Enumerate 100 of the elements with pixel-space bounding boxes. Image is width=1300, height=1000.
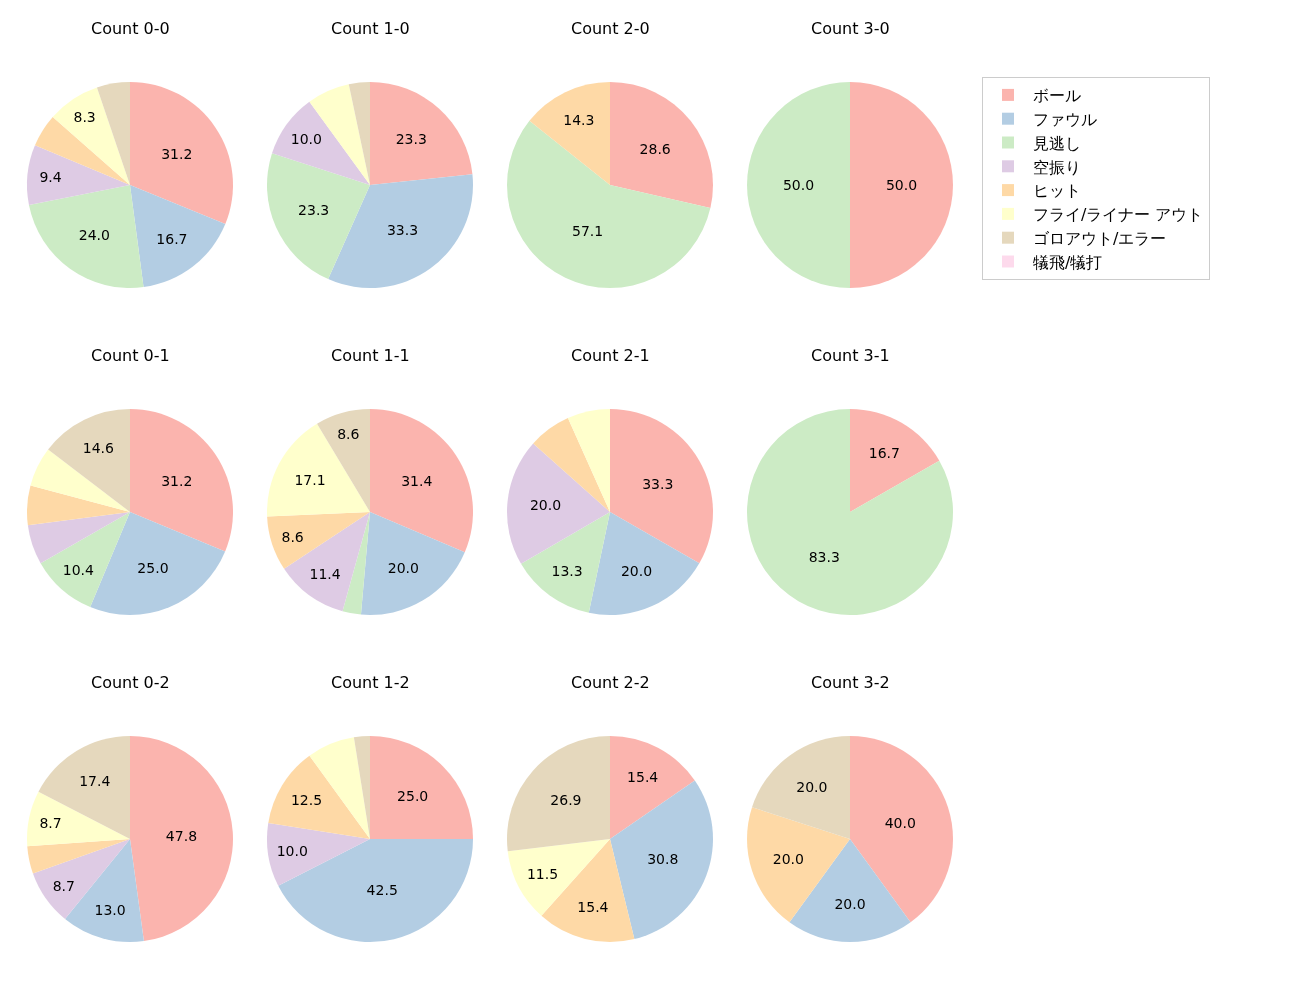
pie-slice xyxy=(507,443,610,564)
pie-slice xyxy=(28,185,144,288)
pie-slice xyxy=(328,174,473,288)
pie-slice xyxy=(130,736,233,942)
data-label: 8.6 xyxy=(281,529,304,546)
data-label: 13.3 xyxy=(551,563,583,580)
data-label: 20.0 xyxy=(796,778,828,795)
data-label: 11.5 xyxy=(526,866,559,883)
pie-slice xyxy=(360,512,465,615)
legend-label: フライ/ライナー アウト xyxy=(1033,205,1204,225)
data-label: 8.7 xyxy=(52,877,75,894)
data-label: 10.4 xyxy=(62,562,95,579)
data-label: 31.2 xyxy=(161,472,193,489)
legend-label: ヒット xyxy=(1033,181,1081,201)
legend-label: ゴロアウト/エラー xyxy=(1033,228,1167,248)
pie-slice xyxy=(267,153,370,280)
data-label: 25.0 xyxy=(137,559,169,576)
legend-label: 見逃し xyxy=(1033,133,1081,153)
chart-title: Count 2-1 xyxy=(571,346,650,365)
pie-slice xyxy=(272,101,370,185)
data-label: 30.8 xyxy=(647,851,679,868)
pie-slice xyxy=(747,82,850,288)
data-label: 15.4 xyxy=(627,768,659,785)
data-label: 28.6 xyxy=(639,141,671,158)
pie-slice xyxy=(27,791,130,847)
pie-slice xyxy=(610,736,695,839)
pie-slice xyxy=(348,82,370,185)
data-label: 17.1 xyxy=(294,471,326,488)
data-label: 15.4 xyxy=(577,899,609,916)
data-label: 20.0 xyxy=(834,895,866,912)
pie-slice xyxy=(38,736,130,839)
chart-title: Count 3-1 xyxy=(811,346,890,365)
data-label: 10.0 xyxy=(290,130,322,147)
pie-slice xyxy=(27,512,130,564)
data-label: 33.3 xyxy=(386,221,419,238)
data-label: 33.3 xyxy=(642,476,674,493)
data-label: 12.5 xyxy=(290,792,323,809)
data-label: 31.4 xyxy=(401,473,433,490)
chart-title: Count 1-1 xyxy=(331,346,410,365)
data-label: 47.8 xyxy=(165,827,198,844)
pie-slice xyxy=(850,82,953,288)
data-label: 83.3 xyxy=(808,548,840,565)
data-label: 20.0 xyxy=(772,851,804,868)
pie-slice xyxy=(267,423,370,517)
chart-title: Count 1-0 xyxy=(331,19,410,38)
chart-title: Count 0-0 xyxy=(91,19,170,38)
pie-slice xyxy=(610,780,713,940)
chart-title: Count 0-2 xyxy=(91,673,170,692)
pie-slice xyxy=(353,736,370,839)
data-label: 31.2 xyxy=(161,145,193,162)
data-label: 50.0 xyxy=(782,177,815,193)
pie-slice xyxy=(342,512,370,615)
pie-slice xyxy=(747,409,953,615)
chart-title: Count 1-2 xyxy=(331,673,410,692)
data-label: 14.6 xyxy=(82,440,114,457)
data-label: 14.3 xyxy=(563,112,595,129)
pie-slice xyxy=(32,839,130,919)
pie-slice xyxy=(521,512,610,613)
pie-slice xyxy=(48,409,130,512)
data-label: 8.7 xyxy=(39,814,62,831)
pie-slice xyxy=(267,512,370,569)
chart-title: Count 0-1 xyxy=(91,346,170,365)
data-label: 16.7 xyxy=(156,231,188,248)
pie-slice xyxy=(370,82,473,185)
pie-slice xyxy=(567,409,610,512)
pie-slice xyxy=(96,82,130,185)
data-label: 26.9 xyxy=(550,791,582,808)
pie-slice xyxy=(27,485,130,526)
data-label: 50.0 xyxy=(885,177,918,193)
pie-slice xyxy=(130,82,233,225)
pie-slice xyxy=(27,145,130,205)
pie-slice xyxy=(610,409,713,564)
pie-slice xyxy=(40,512,130,607)
pie-slice xyxy=(507,839,610,916)
pie-slice xyxy=(268,755,370,839)
pie-slice xyxy=(130,185,226,288)
pie-slice xyxy=(370,409,473,553)
data-label: 57.1 xyxy=(572,223,604,240)
pie-slice xyxy=(27,839,130,874)
data-label: 13.0 xyxy=(94,901,126,918)
legend-label: ボール xyxy=(1033,86,1081,106)
data-label: 20.0 xyxy=(620,563,653,580)
data-label: 25.0 xyxy=(397,788,429,805)
chart-title: Count 2-2 xyxy=(571,673,650,692)
legend-label: 犠飛/犠打 xyxy=(1033,252,1103,272)
data-label: 8.3 xyxy=(73,108,96,125)
data-label: 9.4 xyxy=(39,168,62,185)
pie-slice xyxy=(130,409,233,552)
data-label: 20.0 xyxy=(387,559,419,576)
pie-slice xyxy=(507,736,610,852)
chart-title: Count 2-0 xyxy=(571,19,650,38)
pie-slice xyxy=(850,409,940,512)
data-label: 17.4 xyxy=(79,773,111,790)
pie-slice xyxy=(284,512,370,612)
pie-slice xyxy=(278,839,473,942)
data-label: 16.7 xyxy=(868,444,900,461)
legend-label: ファウル xyxy=(1033,109,1097,129)
legend-label: 空振り xyxy=(1033,157,1081,177)
pie-slice xyxy=(533,417,610,512)
pie-slice xyxy=(588,512,700,615)
